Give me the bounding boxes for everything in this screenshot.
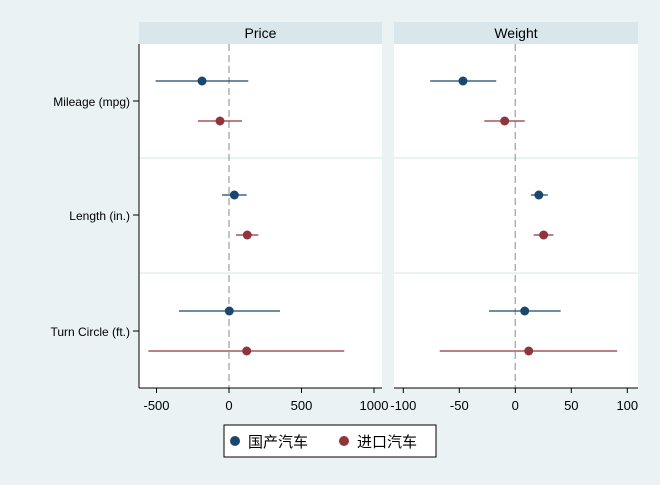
panel-weight: Weight -100 -50 0 50 100 (390, 22, 638, 413)
legend-marker-series-0 (230, 436, 240, 446)
x-tick-label: 500 (291, 398, 313, 413)
panel-header (394, 22, 638, 44)
x-tick-label: 0 (512, 398, 519, 413)
point-estimate (242, 346, 252, 356)
point-estimate (500, 116, 510, 126)
panel-header (139, 22, 382, 44)
point-estimate (539, 230, 549, 240)
point-estimate (534, 190, 544, 200)
x-tick-label: 0 (225, 398, 232, 413)
y-tick-label: Turn Circle (ft.) (50, 325, 130, 339)
panel-title: Price (245, 25, 277, 41)
point-estimate (197, 76, 207, 86)
x-tick-label: 50 (564, 398, 578, 413)
legend-marker-series-1 (339, 436, 349, 446)
point-estimate (215, 116, 225, 126)
x-tick-label: -100 (390, 398, 416, 413)
legend: 国产汽车 进口汽车 (223, 424, 437, 458)
panel-title: Weight (494, 25, 537, 41)
point-estimate (458, 76, 468, 86)
x-tick-label: 100 (616, 398, 638, 413)
point-estimate (224, 306, 234, 316)
x-tick-label: -50 (450, 398, 469, 413)
y-tick-label: Mileage (mpg) (53, 95, 130, 109)
plot-area (139, 44, 382, 388)
y-tick-label: Length (in.) (69, 209, 130, 223)
legend-label-series-0: 国产汽车 (248, 434, 308, 451)
panel-price: Price -500 0 500 1000 (138, 22, 389, 413)
point-estimate (524, 346, 534, 356)
x-tick-label: 1000 (360, 398, 389, 413)
legend-label-series-1: 进口汽车 (357, 434, 417, 451)
x-tick-label: -500 (143, 398, 169, 413)
point-estimate (520, 306, 530, 316)
point-estimate (242, 230, 252, 240)
point-estimate (229, 190, 239, 200)
